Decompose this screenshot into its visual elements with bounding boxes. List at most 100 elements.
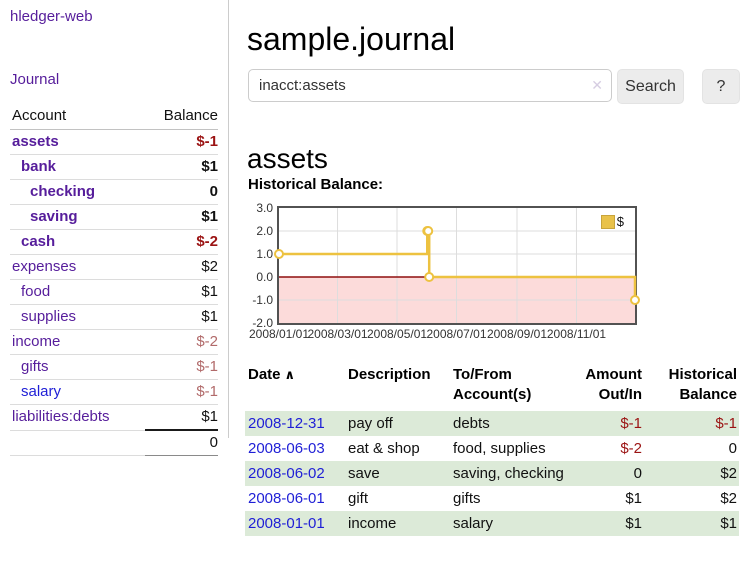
search-box: ✕ xyxy=(248,69,612,102)
register-balance: $-1 xyxy=(644,411,739,436)
register-header-amount: Amount Out/In xyxy=(585,366,642,403)
x-axis-tick-label: 2008/07/01 xyxy=(426,327,487,341)
account-row: food $1 xyxy=(10,279,218,305)
account-balance: $1 xyxy=(144,404,218,431)
account-balance: $1 xyxy=(144,154,218,180)
y-axis-tick-label: 3.0 xyxy=(256,201,273,215)
register-row[interactable]: 2008-06-01 gift gifts $1 $2 xyxy=(245,486,739,511)
register-row[interactable]: 2008-06-02 save saving, checking 0 $2 xyxy=(245,461,739,486)
register-amount: $1 xyxy=(625,490,642,507)
register-balance: $2 xyxy=(720,490,737,507)
account-balance: $-2 xyxy=(144,329,218,355)
chart-canvas xyxy=(274,208,640,323)
search-button[interactable]: Search xyxy=(617,69,684,104)
account-row: supplies $1 xyxy=(10,304,218,330)
account-row: cash $-2 xyxy=(10,229,218,255)
sidebar-account-link[interactable]: assets xyxy=(12,133,59,150)
search-help-button[interactable]: ? xyxy=(702,69,740,104)
sidebar-account-link[interactable]: checking xyxy=(30,183,96,200)
y-axis-tick-label: -2.0 xyxy=(252,316,273,330)
y-axis-tick-label: 1.0 xyxy=(256,247,273,261)
sidebar-account-link[interactable]: gifts xyxy=(21,358,49,375)
x-axis-tick-label: 2008/09/01 xyxy=(486,327,547,341)
accounts-total-value: 0 xyxy=(144,429,218,456)
x-axis-tick-label: 2008/05/01 xyxy=(366,327,428,341)
register-row[interactable]: 2008-06-03 eat & shop food, supplies $-2 0 xyxy=(245,436,739,461)
register-table: Date ∧ Description To/From Account(s) Amo… xyxy=(245,363,739,536)
page-title: sample.journal xyxy=(247,21,456,58)
account-row: salary $-1 xyxy=(10,379,218,405)
account-balance: $-1 xyxy=(144,129,218,155)
register-date-link[interactable]: 2008-01-01 xyxy=(248,515,325,532)
register-description: pay off xyxy=(345,411,450,436)
search-input[interactable] xyxy=(248,69,612,102)
register-amount: $-2 xyxy=(620,440,642,457)
sidebar-account-link[interactable]: expenses xyxy=(12,258,77,275)
sidebar-item-journal[interactable]: Journal xyxy=(10,71,60,88)
account-balance: $1 xyxy=(144,279,218,305)
x-axis-tick-label: 2008/11/01 xyxy=(546,327,607,341)
register-accounts: debts xyxy=(450,411,565,436)
account-row: gifts $-1 xyxy=(10,354,218,380)
chart-label: Historical Balance: xyxy=(248,176,384,193)
legend-label: $ xyxy=(616,214,624,229)
sidebar-account-link[interactable]: income xyxy=(12,333,61,350)
account-row: assets $-1 xyxy=(10,129,218,155)
account-row: liabilities:debts $1 xyxy=(10,404,218,431)
register-balance: $2 xyxy=(644,461,739,486)
sidebar-account-link[interactable]: food xyxy=(21,283,51,300)
register-description: gift xyxy=(348,490,369,507)
sort-ascending-icon: ∧ xyxy=(284,367,296,382)
account-balance: $1 xyxy=(144,204,218,230)
register-balance: $1 xyxy=(644,511,739,536)
accounts-table: Account Balance assets $-1 bank $1 checking 0… xyxy=(10,103,218,456)
register-amount: $1 xyxy=(565,511,644,536)
register-row[interactable]: 2008-12-31 pay off debts $-1 $-1 xyxy=(245,411,739,436)
sidebar: hledger-web Journal Account Balance asse… xyxy=(0,0,228,582)
register-date-link[interactable]: 2008-06-02 xyxy=(248,465,325,482)
account-row: expenses $2 xyxy=(10,254,218,280)
register-description: save xyxy=(345,461,450,486)
register-header-balance: Historical Balance xyxy=(668,366,737,403)
y-axis-tick-label: 2.0 xyxy=(256,224,273,238)
account-balance: $-1 xyxy=(144,379,218,405)
sidebar-account-link[interactable]: liabilities:debts xyxy=(12,408,110,426)
register-date-link[interactable]: 2008-12-31 xyxy=(248,415,325,432)
register-description: income xyxy=(345,511,450,536)
x-axis-tick-label: 2008/01/01 xyxy=(248,327,310,341)
register-description: eat & shop xyxy=(348,440,420,457)
x-axis-tick-label: 2008/03/01 xyxy=(307,327,368,341)
accounts-header-account: Account xyxy=(10,103,145,130)
register-header-description: Description xyxy=(348,366,431,383)
register-header-date[interactable]: Date ∧ xyxy=(248,366,296,383)
register-accounts: salary xyxy=(450,511,565,536)
register-amount: $-1 xyxy=(565,411,644,436)
brand-link[interactable]: hledger-web xyxy=(10,8,93,25)
register-date-link[interactable]: 2008-06-01 xyxy=(248,490,325,507)
main-content: sample.journal ✕ Search ? assets Histori… xyxy=(228,0,742,582)
register-date-link[interactable]: 2008-06-03 xyxy=(248,440,325,457)
sidebar-account-link[interactable]: salary xyxy=(21,383,62,400)
account-row: checking 0 xyxy=(10,179,218,205)
y-axis-tick-label: 0.0 xyxy=(256,270,273,284)
account-balance: $1 xyxy=(144,304,218,330)
accounts-total-row: 0 xyxy=(10,429,218,456)
sidebar-account-link[interactable]: cash xyxy=(21,233,56,250)
sidebar-account-link[interactable]: supplies xyxy=(21,308,77,325)
account-heading: assets xyxy=(247,143,328,175)
chart-plot-area: $ xyxy=(274,206,640,325)
sidebar-account-link[interactable]: bank xyxy=(21,158,57,175)
register-accounts: saving, checking xyxy=(450,461,565,486)
account-row: income $-2 xyxy=(10,329,218,355)
register-row[interactable]: 2008-01-01 income salary $1 $1 xyxy=(245,511,739,536)
register-header-accounts: To/From Account(s) xyxy=(453,366,532,403)
sidebar-account-link[interactable]: saving xyxy=(30,208,78,225)
register-accounts: gifts xyxy=(453,490,481,507)
sidebar-divider xyxy=(228,0,229,438)
account-balance: $-1 xyxy=(144,354,218,380)
account-balance: $-2 xyxy=(144,229,218,255)
account-row: bank $1 xyxy=(10,154,218,180)
account-balance: $2 xyxy=(144,254,218,280)
register-accounts: food, supplies xyxy=(453,440,546,457)
clear-search-icon[interactable]: ✕ xyxy=(591,77,603,93)
